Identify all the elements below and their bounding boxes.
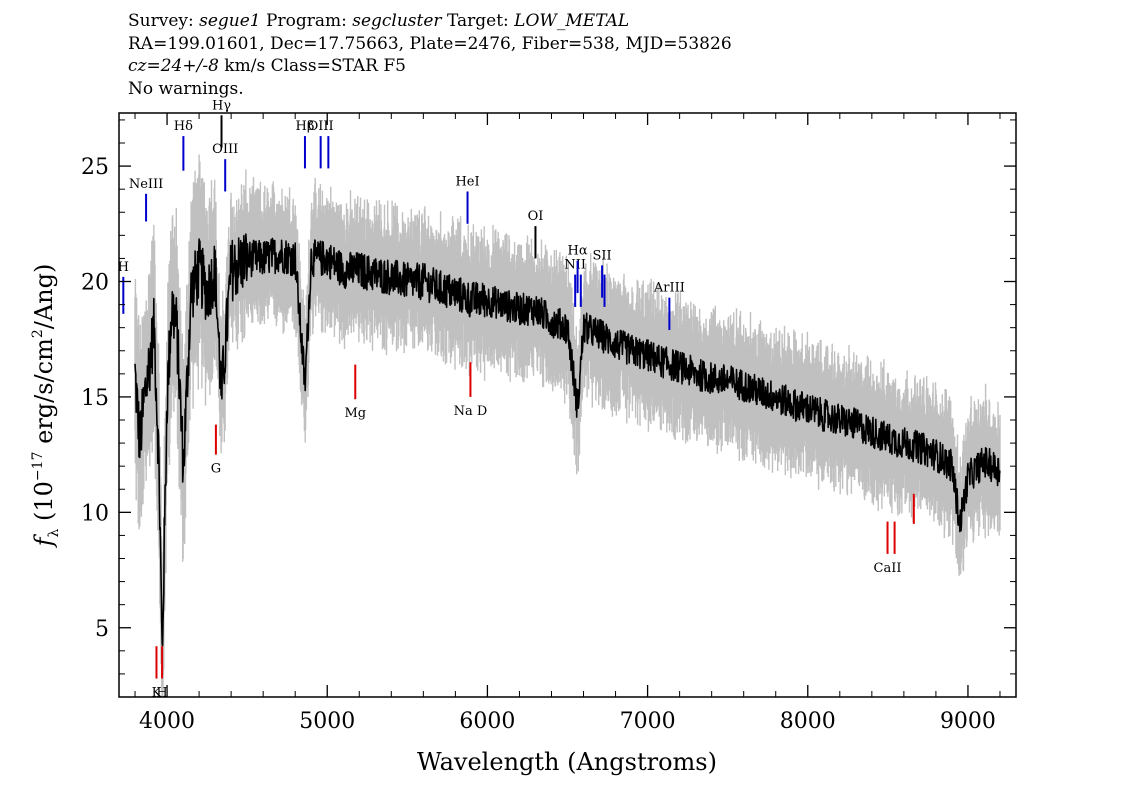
line-marker-label: Hγ: [212, 98, 231, 113]
header-line-warnings: No warnings.: [128, 78, 244, 99]
line-marker-label: Hα: [568, 244, 588, 259]
line-marker-label: H: [118, 260, 129, 275]
target-label: Target:: [446, 11, 509, 31]
line-marker-label: Mg: [344, 406, 366, 421]
line-marker-label: G: [211, 462, 221, 477]
target-value: LOW_METAL: [514, 11, 630, 31]
line-marker-label: K: [152, 686, 162, 701]
x-tick-label: 5000: [299, 709, 355, 734]
x-tick-label: 6000: [459, 709, 515, 734]
line-marker-label: H: [156, 686, 167, 701]
line-marker-label: Na D: [454, 404, 488, 419]
x-tick-label: 7000: [620, 709, 676, 734]
x-tick-label: 9000: [940, 709, 996, 734]
y-tick-label: 25: [81, 155, 109, 180]
line-marker-label: Hδ: [174, 119, 193, 134]
flux-series-line: [134, 233, 1001, 647]
y-tick-label: 5: [95, 617, 109, 642]
line-marker-label: CaII: [874, 561, 902, 576]
line-marker-label: HeI: [455, 174, 479, 189]
x-tick-label: 4000: [139, 709, 195, 734]
spectrum-header: Survey: segue1 Program: segcluster Targe…: [128, 10, 732, 100]
header-line-survey: Survey: segue1 Program: segcluster Targe…: [128, 10, 732, 33]
y-tick-label: 20: [81, 271, 109, 296]
x-tick-label: 8000: [780, 709, 836, 734]
y-axis-title-a: (10: [30, 481, 58, 529]
line-marker-label: NII: [564, 258, 586, 273]
flux-series-group: [134, 233, 1001, 647]
line-marker-label: SII: [593, 248, 612, 263]
class-value: km/s Class=STAR F5: [224, 56, 406, 76]
line-marker-label: OIII: [212, 142, 238, 157]
x-axis-title: Wavelength (Angstroms): [417, 748, 717, 776]
y-axis-title-exp2: 2: [30, 329, 46, 338]
y-axis-title-sub: λ: [46, 528, 62, 537]
header-line-class: cz=24+/-8 km/s Class=STAR F5: [128, 55, 732, 78]
y-axis-title-b: erg/s/cm: [30, 338, 58, 452]
line-marker-label: OI: [528, 209, 544, 224]
y-axis-title: fλ (10−17 erg/s/cm2/Ang): [30, 264, 62, 549]
y-axis-title-c: /Ang): [30, 264, 58, 330]
line-marker-label: OIII: [308, 119, 334, 134]
y-tick-label: 15: [81, 386, 109, 411]
program-label: Program:: [266, 11, 347, 31]
line-marker-label: NeIII: [129, 177, 163, 192]
plot-frame: [118, 112, 1017, 698]
axis-ticks: 4000 5000 6000 7000 8000 9000 5 10 15 20 25: [81, 113, 1016, 734]
line-marker-label: ArIII: [653, 281, 685, 296]
program-value: segcluster: [352, 11, 442, 31]
y-tick-label: 10: [81, 501, 109, 526]
survey-label: Survey:: [128, 11, 194, 31]
y-axis-title-exp1: −17: [30, 452, 46, 482]
line-marker-label: Hβ: [296, 119, 315, 134]
survey-value: segue1: [199, 11, 261, 31]
redshift-value: cz=24+/-8: [128, 56, 219, 76]
header-line-coords: RA=199.01601, Dec=17.75663, Plate=2476, …: [128, 33, 732, 54]
